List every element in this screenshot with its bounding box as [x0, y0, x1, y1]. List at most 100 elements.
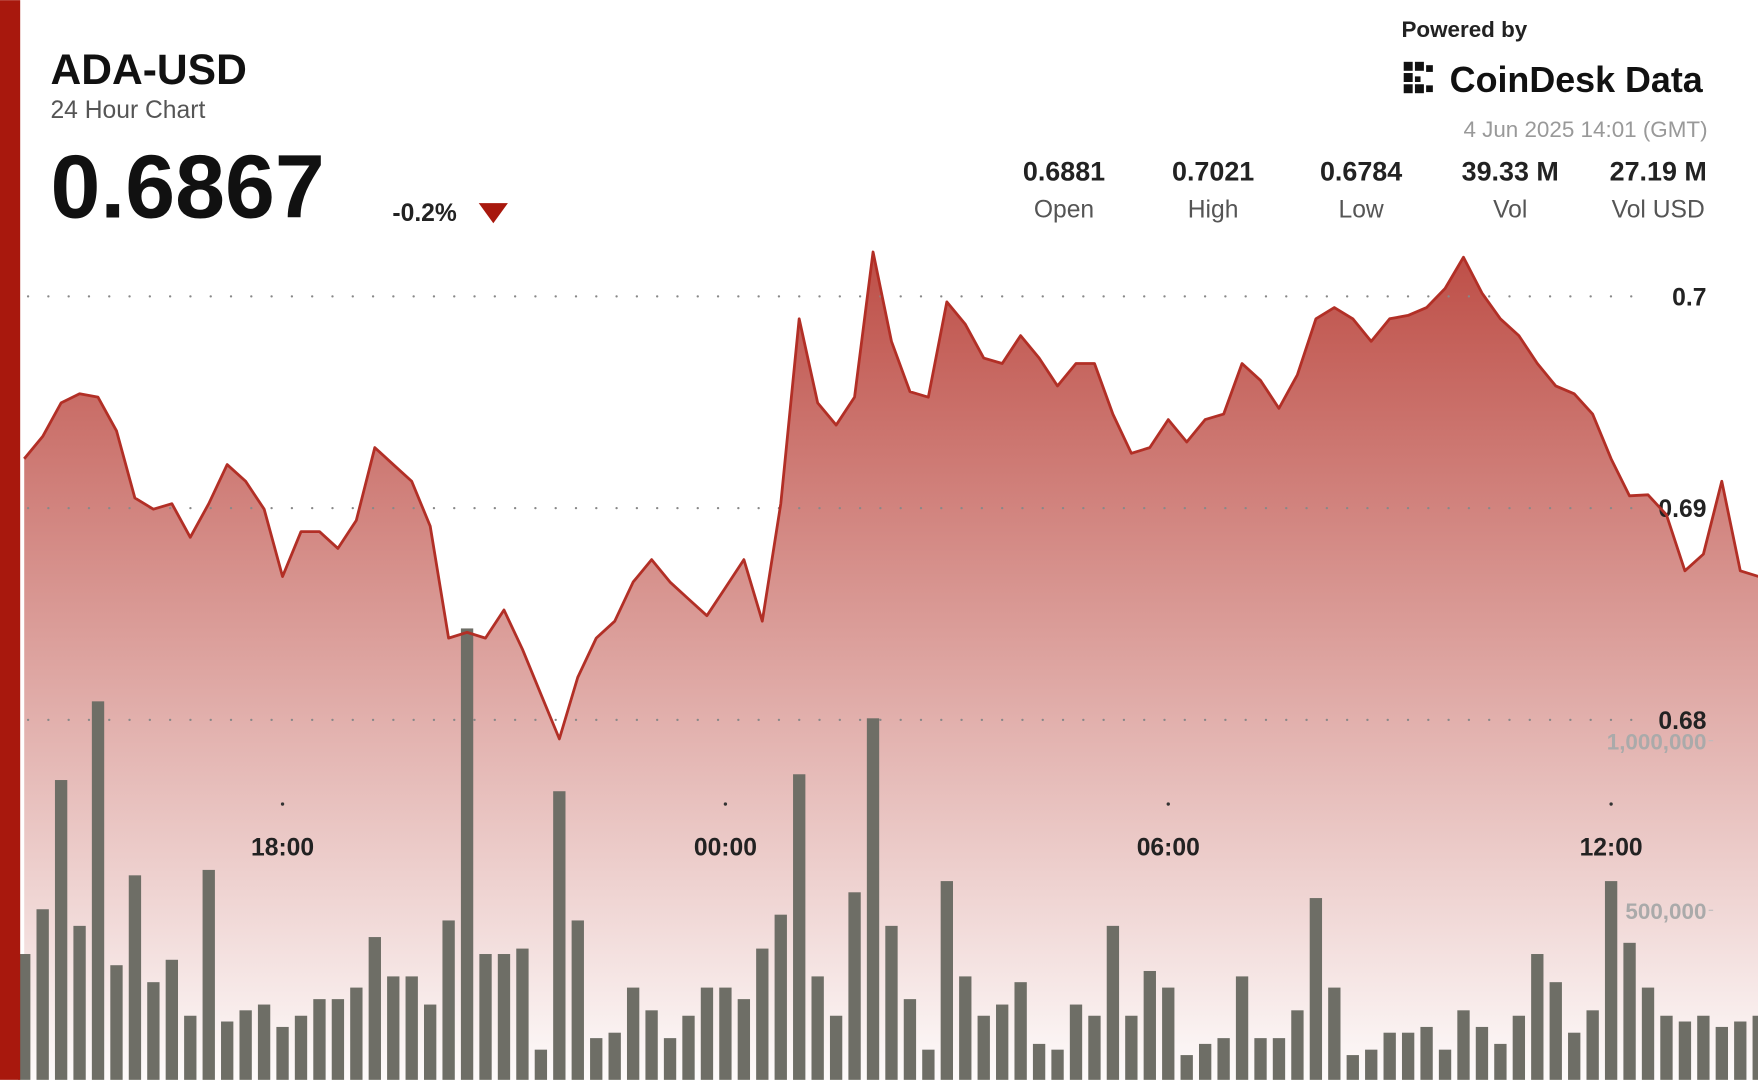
volume-bar	[1346, 1055, 1359, 1080]
stats: 0.6881 Open 0.7021 High 0.6784 Low 39.33 M Vol 2…	[1023, 157, 1707, 224]
stat-value: 0.6784	[1320, 157, 1402, 187]
stat-value: 27.19 M	[1610, 157, 1707, 187]
plot-area: 0.68 0.69 0.7 500,000 1,000,000 18:00 00:00 06:…	[18, 250, 1758, 1080]
price-area	[24, 251, 1758, 1080]
volume-bar	[110, 965, 123, 1080]
volume-bar	[313, 999, 326, 1080]
volume-bar	[1365, 1049, 1378, 1080]
volume-bar	[202, 869, 215, 1080]
volume-bar	[331, 999, 345, 1080]
volume-bar	[1531, 954, 1544, 1080]
stat-value: 39.33 M	[1462, 157, 1559, 187]
volume-bar	[1217, 1038, 1230, 1080]
volume-bar	[36, 909, 49, 1080]
volume-bar	[276, 1026, 289, 1080]
volume-bar	[1586, 1010, 1599, 1080]
volume-bar	[1641, 987, 1655, 1080]
volume-bar	[516, 948, 529, 1080]
stat-label: Low	[1338, 197, 1383, 224]
volume-bar	[977, 1015, 990, 1080]
volume-bar	[811, 976, 824, 1080]
volume-bar	[1032, 1043, 1046, 1080]
volume-bar	[18, 954, 31, 1080]
volume-bar	[1272, 1038, 1286, 1080]
volume-bar	[663, 1038, 677, 1080]
volume-bar	[221, 1021, 234, 1080]
volume-bar	[719, 987, 732, 1080]
volume-bar	[1198, 1043, 1212, 1080]
stat-label: Vol	[1493, 197, 1527, 224]
accent-bar	[0, 0, 21, 1080]
volume-bar	[1660, 1015, 1673, 1080]
price: 0.6867	[50, 138, 324, 238]
volume-bar	[1697, 1015, 1710, 1080]
volume-bar	[534, 1049, 548, 1080]
stat-label: High	[1188, 197, 1239, 224]
volume-bar	[460, 628, 474, 1080]
stat-label: Vol USD	[1612, 197, 1705, 224]
x-tick-dot	[1609, 802, 1613, 806]
volume-bar	[239, 1010, 252, 1080]
price-line	[23, 250, 1758, 741]
volume-bar	[645, 1010, 658, 1080]
volume-bar	[294, 1015, 308, 1080]
symbol: ADA-USD	[50, 46, 246, 94]
volume-bar	[1383, 1032, 1396, 1080]
volume-bar	[571, 920, 584, 1080]
timestamp: 4 Jun 2025 14:01 (GMT)	[1463, 117, 1707, 142]
volume-bar	[1069, 1004, 1083, 1080]
volume-bar	[1623, 942, 1636, 1080]
volume-bar	[1125, 1015, 1138, 1080]
volume-bar	[1180, 1055, 1193, 1080]
volume-bar	[1512, 1015, 1526, 1080]
volume-bar	[91, 701, 105, 1080]
volume-bar	[1475, 1026, 1489, 1080]
volume-bar	[54, 780, 68, 1080]
volume-bar	[996, 1004, 1009, 1080]
volume-bar	[737, 999, 751, 1080]
stat-value: 0.6881	[1023, 157, 1105, 187]
volume-bar	[1051, 1049, 1064, 1080]
volume-bar	[368, 937, 381, 1080]
volume-bar	[848, 892, 861, 1080]
volume-bar	[1568, 1032, 1581, 1080]
volume-bar	[829, 1015, 843, 1080]
y2-tick-label: 1,000,000	[1607, 730, 1707, 755]
volume-bar	[1254, 1038, 1267, 1080]
volume-bar	[1549, 982, 1562, 1080]
volume-bar	[903, 999, 917, 1080]
volume-bar	[1734, 1021, 1747, 1080]
volume-bar	[756, 948, 769, 1080]
x-tick-label: 06:00	[1137, 835, 1200, 862]
volume-bar	[165, 959, 179, 1080]
volume-bar	[1604, 881, 1618, 1080]
x-tick-label: 00:00	[694, 835, 757, 862]
volume-bar	[1328, 987, 1341, 1080]
y-tick-label: 0.7	[1672, 284, 1706, 311]
volume-bar	[682, 1015, 695, 1080]
volume-bar	[866, 718, 880, 1080]
volume-bar	[553, 791, 566, 1080]
x-tick-dot	[723, 802, 728, 806]
volume-bar	[608, 1032, 621, 1080]
volume-bar	[128, 875, 142, 1080]
volume-bar	[922, 1049, 935, 1080]
volume-bar	[1678, 1021, 1692, 1080]
volume-bar	[479, 954, 492, 1080]
volume-bar	[405, 976, 418, 1080]
volume-bar	[959, 976, 972, 1080]
volume-bar	[442, 920, 455, 1080]
volume-bar	[940, 881, 953, 1080]
volume-bar	[497, 954, 511, 1080]
x-tick-dot	[1166, 802, 1170, 806]
volume-bar	[1106, 925, 1120, 1080]
volume-bar	[626, 987, 640, 1080]
y2-tick-label: 500,000	[1625, 899, 1706, 924]
volume-bar	[1420, 1026, 1433, 1080]
x-tick-label: 12:00	[1580, 835, 1643, 862]
volume-bar	[1457, 1010, 1470, 1080]
y-tick-label: 0.68	[1658, 708, 1706, 735]
volume-bar	[1014, 982, 1027, 1080]
down-arrow	[478, 203, 508, 224]
